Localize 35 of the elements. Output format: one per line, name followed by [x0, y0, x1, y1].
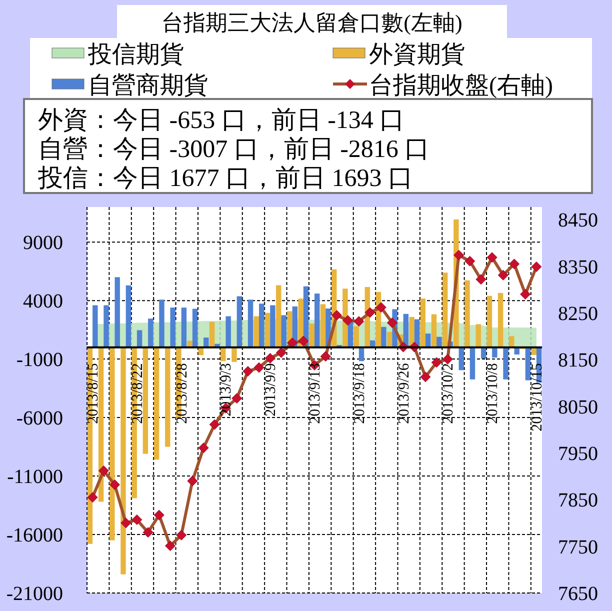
y2-tick-label: 8150 [558, 350, 598, 372]
x-tick-label: 2013/8/15 [86, 363, 102, 424]
text: 外資：今日 -653 口，前日 -134 口 [38, 107, 405, 134]
legend-label: 台指期收盤(右軸) [369, 73, 553, 99]
y2-tick-label: 7950 [558, 442, 598, 465]
legend-label: 自營商期貨 [88, 72, 208, 99]
x-tick-label: 2013/9/9 [263, 363, 280, 416]
x-tick-label: 2013/9/18 [352, 363, 368, 424]
x-tick-label: 2013/8/28 [174, 363, 190, 424]
y2-tick-label: 7750 [558, 536, 598, 558]
x-tick-label: 2013/10/8 [485, 363, 502, 424]
y-tick-label: -16000 [6, 524, 63, 547]
legend-label: 外資期貨 [369, 42, 465, 68]
y-tick-label: -6000 [16, 408, 63, 430]
chart-title: 台指期三大法人留倉口數(左軸) [162, 10, 462, 35]
text: 自營：今日 -3007 口，前日 -2816 口 [38, 136, 430, 163]
x-tick-label: 2013/10/2 [440, 363, 457, 424]
y2-tick-label: 8050 [558, 396, 598, 418]
y-tick-label: 4000 [23, 290, 63, 313]
x-tick-label: 2013/9/26 [396, 362, 412, 424]
text: 投信：今日 1677 口，前日 1693 口 [37, 165, 413, 192]
x-tick-label: 2013/9/13 [308, 363, 324, 424]
y2-tick-label: 8450 [558, 210, 598, 232]
y-tick-label: -21000 [6, 583, 63, 605]
y2-tick-label: 8250 [558, 302, 598, 325]
y2-tick-label: 7850 [558, 490, 598, 512]
y-tick-label: -11000 [7, 466, 63, 488]
x-tick-label: 2013/8/22 [130, 363, 146, 424]
x-tick-label: 2013/9/3 [218, 363, 235, 416]
y2-tick-label: 8350 [558, 256, 598, 278]
x-tick-label: 2013/10/15 [529, 363, 546, 432]
y2-tick-label: 7650 [558, 583, 598, 605]
legend-label: 投信期貨 [87, 42, 184, 68]
y-tick-label: 9000 [23, 232, 63, 254]
y-tick-label: -1000 [16, 349, 63, 372]
